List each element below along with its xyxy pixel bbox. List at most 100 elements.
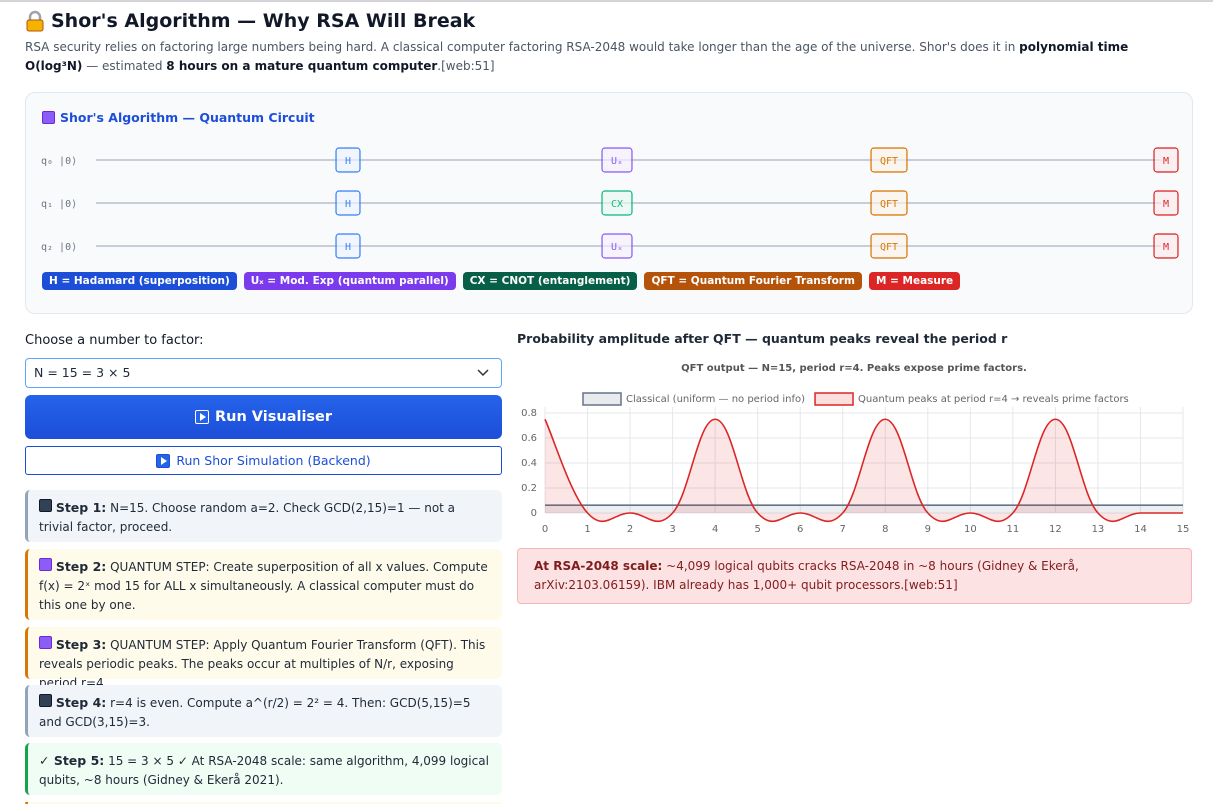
series-line: [544, 418, 1183, 523]
intro-text: .[web:51]: [437, 59, 495, 73]
y-tick-label: 0.8: [521, 408, 537, 419]
x-tick-label: 14: [1134, 524, 1147, 535]
x-tick-label: 9: [925, 524, 931, 535]
x-tick-label: 13: [1092, 524, 1105, 535]
legend-pill: CX = CNOT (entanglement): [462, 272, 638, 290]
button-text: Run Visualiser: [214, 409, 333, 425]
x-tick-label: 5: [754, 524, 760, 535]
gate-label: Uₓ: [611, 242, 623, 253]
backend-button[interactable]: Run Shor Simulation (Backend): [25, 446, 502, 475]
gate-label: M: [1163, 242, 1169, 253]
computer-icon: [39, 694, 52, 707]
gate-label: H: [345, 199, 351, 210]
step-label: ✓ Step 5:: [39, 753, 105, 768]
circuit-title: Shor's Algorithm — Quantum Circuit: [42, 110, 315, 125]
gate-bg: [1155, 192, 1177, 214]
legend-pill: Uₓ = Mod. Exp (quantum parallel): [243, 272, 456, 290]
chart-title: QFT output — N=15, period r=4. Peaks exp…: [681, 363, 1027, 374]
step-label: Step 3:: [55, 637, 107, 652]
legend-pill: QFT = Quantum Fourier Transform: [644, 272, 862, 290]
computer-icon: [39, 499, 52, 512]
x-tick-label: 10: [964, 524, 977, 535]
qubit-label: q₁ |0⟩: [41, 199, 77, 210]
step-text: QUANTUM STEP: Create superposition of al…: [39, 560, 488, 612]
y-tick-label: 0: [531, 508, 537, 519]
select-label: Choose a number to factor:: [25, 333, 204, 348]
step-label: Step 2:: [55, 559, 107, 574]
step-label: Step 1:: [55, 500, 107, 515]
circuit-panel: Shor's Algorithm — Quantum Circuit q₀ |0…: [25, 92, 1193, 314]
number-select[interactable]: N = 15 = 3 × 5: [25, 358, 502, 388]
x-tick-label: 15: [1177, 524, 1190, 535]
gate-legend: H = Hadamard (superposition) Uₓ = Mod. Ex…: [42, 272, 961, 290]
x-tick-label: 4: [712, 524, 718, 535]
gate-bg: [1155, 235, 1177, 257]
circuit-title-text: Shor's Algorithm — Quantum Circuit: [60, 110, 315, 125]
step-label: Step 4:: [55, 695, 107, 710]
qubit-label: q₂ |0⟩: [41, 242, 77, 253]
title-text: Shor's Algorithm — Why RSA Will Break: [51, 10, 476, 32]
gate-label: QFT: [880, 156, 898, 167]
x-tick-label: 3: [669, 524, 675, 535]
step: Step 3: QUANTUM STEP: Apply Quantum Four…: [25, 627, 502, 690]
gate-bg: [872, 235, 906, 257]
y-tick-label: 0.4: [521, 458, 537, 469]
callout: At RSA-2048 scale: ~4,099 logical qubits…: [517, 548, 1192, 604]
x-tick-label: 6: [797, 524, 803, 535]
chart-heading: Probability amplitude after QFT — quantu…: [517, 331, 1008, 346]
gate-bg: [337, 192, 359, 214]
gate-bg: [603, 235, 631, 257]
qubit-label: q₀ |0⟩: [41, 156, 77, 167]
y-tick-label: 0.6: [521, 433, 537, 444]
gate-bg: [603, 149, 631, 171]
callout-label: At RSA-2048 scale:: [534, 559, 663, 573]
series-area: [545, 419, 1183, 522]
x-tick-label: 0: [542, 524, 548, 535]
gate-label: Uₓ: [611, 156, 623, 167]
gate-bg: [337, 235, 359, 257]
step: ✓ Step 5: 15 = 3 × 5 ✓ At RSA-2048 scale…: [25, 743, 502, 795]
intro-bold: polynomial time O(log³N): [25, 40, 1129, 73]
series-area: [545, 505, 1183, 513]
gate-bg: [337, 149, 359, 171]
legend-label: Classical (uniform — no period info): [626, 394, 805, 405]
y-tick-label: 0.2: [521, 483, 537, 494]
gate-bg: [1155, 149, 1177, 171]
x-tick-label: 1: [584, 524, 590, 535]
step-text: r=4 is even. Compute a^(r/2) = 2² = 4. T…: [39, 696, 471, 729]
callout-text: ~4,099 logical qubits cracks RSA-2048 in…: [534, 559, 1079, 592]
step: Step 2: QUANTUM STEP: Create superpositi…: [25, 549, 502, 620]
select-value: N = 15 = 3 × 5: [34, 365, 131, 380]
legend-swatch: [582, 392, 622, 406]
lock-icon: [26, 10, 44, 32]
intro-text: — estimated: [82, 59, 167, 73]
gate-bg: [872, 192, 906, 214]
x-tick-label: 2: [627, 524, 633, 535]
chevron: [477, 369, 489, 377]
x-tick-label: 11: [1006, 524, 1019, 535]
gate-bg: [603, 192, 631, 214]
page-title: Shor's Algorithm — Why RSA Will Break: [25, 10, 475, 32]
gate-label: H: [345, 242, 351, 253]
x-tick-label: 8: [882, 524, 888, 535]
play-icon: [194, 410, 209, 424]
atom-icon: [39, 558, 52, 571]
gate-label: CX: [611, 199, 623, 210]
run-visualiser-button[interactable]: Run Visualiser: [25, 395, 502, 439]
legend-pill: H = Hadamard (superposition): [42, 272, 237, 290]
x-tick-label: 7: [840, 524, 846, 535]
intro-bold: 8 hours on a mature quantum computer: [166, 59, 438, 73]
step-text: QUANTUM STEP: Apply Quantum Fourier Tran…: [39, 638, 486, 690]
atom-icon: [42, 111, 55, 124]
chart: QFT output — N=15, period r=4. Peaks exp…: [521, 363, 1190, 535]
legend-label: Quantum peaks at period r=4 → reveals pr…: [858, 394, 1129, 405]
gate-label: QFT: [880, 242, 898, 253]
legend-pill: M = Measure: [868, 272, 961, 290]
legend-swatch: [814, 392, 854, 406]
step: Step 4: r=4 is even. Compute a^(r/2) = 2…: [25, 685, 502, 737]
play-icon: [156, 453, 171, 468]
step-text: 15 = 3 × 5 ✓ At RSA-2048 scale: same alg…: [39, 754, 489, 787]
gate-label: QFT: [880, 199, 898, 210]
intro-text: RSA security relies on factoring large n…: [25, 40, 1020, 54]
